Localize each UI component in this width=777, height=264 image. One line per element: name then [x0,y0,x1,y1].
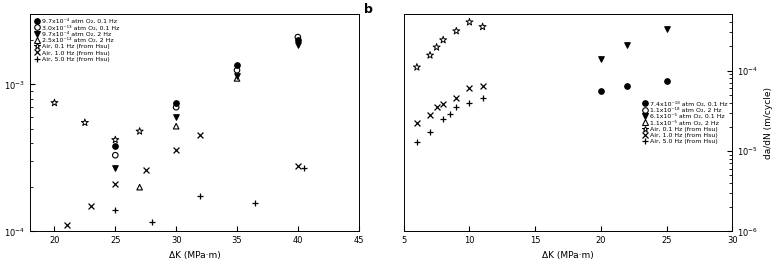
Air, 1.0 Hz (from Hsu) [109,182,121,186]
Air, 5.0 Hz (from Hsu) [194,194,207,198]
9.7x10⁻⁴ atm O₂, 2 Hz [170,115,183,119]
Air, 1.0 Hz (from Hsu) [463,86,476,91]
Air, 1.0 Hz (from Hsu) [170,148,183,152]
Text: b: b [364,3,373,16]
Y-axis label: da/dN (m/cycle): da/dN (m/cycle) [764,87,773,159]
9.7x10⁻⁴ atm O₂, 0.1 Hz [231,63,243,67]
Air, 1.0 Hz (from Hsu) [411,121,423,126]
Air, 1.0 Hz (from Hsu) [476,83,489,88]
Air, 0.1 Hz (from Hsu) [48,101,61,105]
Air, 1.0 Hz (from Hsu) [430,105,443,109]
Air, 1.0 Hz (from Hsu) [61,223,73,228]
Legend: 7.4x10⁻¹⁸ atm O₂, 0.1 Hz, 1.1x10⁻¹⁸ atm O₂, 2 Hz, 6.1x10⁻⁵ atm O₂, 0.1 Hz, 1.1x1: 7.4x10⁻¹⁸ atm O₂, 0.1 Hz, 1.1x10⁻¹⁸ atm … [642,100,729,146]
3.0x10⁻¹³ atm O₂, 0.1 Hz [291,35,304,39]
Air, 0.1 Hz (from Hsu) [430,45,443,49]
Air, 0.1 Hz (from Hsu) [476,25,489,29]
Air, 5.0 Hz (from Hsu) [444,112,456,116]
9.7x10⁻⁴ atm O₂, 0.1 Hz [170,101,183,105]
Air, 0.1 Hz (from Hsu) [463,20,476,24]
7.4x10⁻¹⁸ atm O₂, 0.1 Hz [621,83,633,88]
Air, 5.0 Hz (from Hsu) [411,140,423,144]
9.7x10⁻⁴ atm O₂, 0.1 Hz [109,144,121,148]
7.4x10⁻¹⁸ atm O₂, 0.1 Hz [411,237,423,241]
3.0x10⁻¹³ atm O₂, 0.1 Hz [231,68,243,72]
Air, 5.0 Hz (from Hsu) [423,130,436,135]
Air, 1.0 Hz (from Hsu) [140,168,152,173]
Air, 5.0 Hz (from Hsu) [463,100,476,105]
Air, 0.1 Hz (from Hsu) [423,53,436,57]
2.5x10⁻¹² atm O₂, 2 Hz [170,124,183,128]
X-axis label: ΔK (MPa·m): ΔK (MPa·m) [542,251,594,260]
Air, 1.0 Hz (from Hsu) [194,133,207,138]
Air, 5.0 Hz (from Hsu) [249,201,262,206]
Air, 5.0 Hz (from Hsu) [145,220,158,225]
3.0x10⁻¹³ atm O₂, 0.1 Hz [109,153,121,157]
6.1x10⁻⁵ atm O₂, 0.1 Hz [621,43,633,47]
X-axis label: ΔK (MPa·m): ΔK (MPa·m) [169,251,220,260]
Air, 0.1 Hz (from Hsu) [134,129,146,133]
7.4x10⁻¹⁸ atm O₂, 0.1 Hz [594,89,607,93]
9.7x10⁻⁴ atm O₂, 2 Hz [109,166,121,170]
Air, 1.0 Hz (from Hsu) [437,102,449,106]
Air, 0.1 Hz (from Hsu) [109,138,121,142]
2.5x10⁻¹² atm O₂, 2 Hz [134,185,146,189]
Air, 1.0 Hz (from Hsu) [291,164,304,168]
3.0x10⁻¹³ atm O₂, 0.1 Hz [170,105,183,109]
Air, 0.1 Hz (from Hsu) [78,120,91,125]
Legend: 9.7x10⁻⁴ atm O₂, 0.1 Hz, 3.0x10⁻¹³ atm O₂, 0.1 Hz, 9.7x10⁻⁴ atm O₂, 2 Hz, 2.5x10: 9.7x10⁻⁴ atm O₂, 0.1 Hz, 3.0x10⁻¹³ atm O… [33,17,120,63]
Air, 0.1 Hz (from Hsu) [450,29,462,33]
9.7x10⁻⁴ atm O₂, 2 Hz [291,43,304,47]
Air, 1.0 Hz (from Hsu) [450,96,462,101]
7.4x10⁻¹⁸ atm O₂, 0.1 Hz [660,78,673,83]
Air, 5.0 Hz (from Hsu) [298,166,310,170]
Air, 5.0 Hz (from Hsu) [450,105,462,109]
6.1x10⁻⁵ atm O₂, 0.1 Hz [660,27,673,31]
Air, 5.0 Hz (from Hsu) [476,96,489,101]
Air, 0.1 Hz (from Hsu) [437,38,449,42]
6.1x10⁻⁵ atm O₂, 0.1 Hz [594,57,607,61]
Air, 5.0 Hz (from Hsu) [109,208,121,212]
9.7x10⁻⁴ atm O₂, 2 Hz [231,73,243,78]
Air, 5.0 Hz (from Hsu) [437,117,449,121]
Air, 1.0 Hz (from Hsu) [423,113,436,117]
Air, 0.1 Hz (from Hsu) [411,65,423,69]
2.5x10⁻¹² atm O₂, 2 Hz [231,76,243,81]
9.7x10⁻⁴ atm O₂, 0.1 Hz [291,38,304,42]
Air, 1.0 Hz (from Hsu) [85,204,97,208]
